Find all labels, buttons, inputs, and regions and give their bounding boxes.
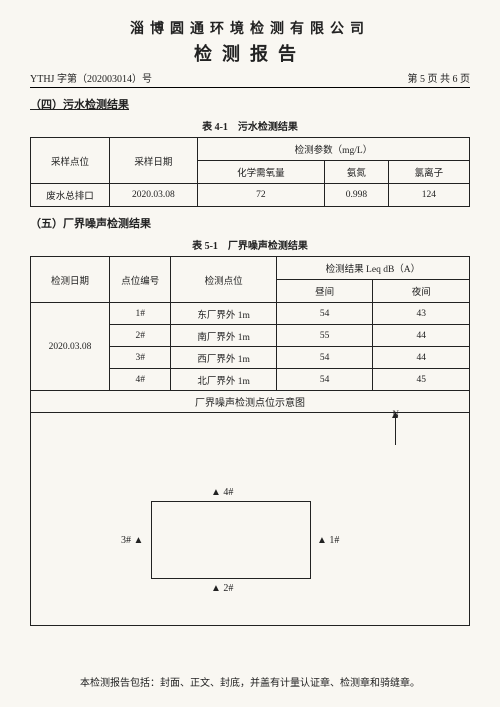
section5-heading: （五）厂界噪声检测结果 [30, 215, 470, 231]
cell-date: 2020.03.08 [31, 303, 110, 391]
cell-v1: 72 [197, 184, 324, 207]
col-date: 检测日期 [31, 257, 110, 303]
marker-3: 3# ▲ [121, 535, 143, 546]
cell-night: 43 [373, 303, 470, 325]
table-row: 2020.03.08 1# 东厂界外 1m 54 43 [31, 303, 470, 325]
table-row: 采样点位 采样日期 检测参数（mg/L） [31, 138, 470, 161]
col-result: 检测结果 Leq dB（A） [276, 257, 469, 280]
col-night: 夜间 [373, 280, 470, 303]
cell-point: 废水总排口 [31, 184, 110, 207]
cell-no: 2# [110, 325, 171, 347]
footer-note: 本检测报告包括：封面、正文、封底，并盖有计量认证章、检测章和骑缝章。 [0, 674, 500, 689]
col-loc: 检测点位 [171, 257, 276, 303]
doc-number: YTHJ 字第（202003014）号 [30, 70, 152, 85]
cell-no: 1# [110, 303, 171, 325]
col-date: 采样日期 [110, 138, 198, 184]
cell-day: 55 [276, 325, 373, 347]
report-title: 检测报告 [30, 40, 470, 66]
cell-no: 4# [110, 369, 171, 391]
page-number: 第 5 页 共 6 页 [408, 70, 471, 85]
cell-date: 2020.03.08 [110, 184, 198, 207]
compass-icon: N [393, 409, 400, 445]
factory-rect [151, 501, 311, 579]
diagram-title: 厂界噪声检测点位示意图 [31, 391, 469, 413]
col-params: 检测参数（mg/L） [197, 138, 469, 161]
marker-4: ▲ 4# [211, 487, 233, 498]
cell-night: 44 [373, 325, 470, 347]
company-name: 淄博圆通环境检测有限公司 [30, 18, 470, 38]
cell-loc: 北厂界外 1m [171, 369, 276, 391]
cell-night: 44 [373, 347, 470, 369]
col-nh3: 氨氮 [324, 161, 388, 184]
col-cod: 化学需氧量 [197, 161, 324, 184]
wastewater-table: 采样点位 采样日期 检测参数（mg/L） 化学需氧量 氨氮 氯离子 废水总排口 … [30, 137, 470, 207]
noise-table: 检测日期 点位编号 检测点位 检测结果 Leq dB（A） 昼间 夜间 2020… [30, 256, 470, 391]
table-row: 废水总排口 2020.03.08 72 0.998 124 [31, 184, 470, 207]
cell-day: 54 [276, 303, 373, 325]
table51-caption: 表 5-1 厂界噪声检测结果 [30, 237, 470, 252]
arrow-icon [395, 417, 396, 445]
col-point: 采样点位 [31, 138, 110, 184]
cell-v2: 0.998 [324, 184, 388, 207]
cell-day: 54 [276, 347, 373, 369]
col-day: 昼间 [276, 280, 373, 303]
col-cl: 氯离子 [388, 161, 469, 184]
cell-loc: 东厂界外 1m [171, 303, 276, 325]
cell-night: 45 [373, 369, 470, 391]
marker-2: ▲ 2# [211, 583, 233, 594]
col-no: 点位编号 [110, 257, 171, 303]
cell-day: 54 [276, 369, 373, 391]
header-row: YTHJ 字第（202003014）号 第 5 页 共 6 页 [30, 70, 470, 88]
cell-v3: 124 [388, 184, 469, 207]
cell-loc: 西厂界外 1m [171, 347, 276, 369]
cell-loc: 南厂界外 1m [171, 325, 276, 347]
marker-1: ▲ 1# [317, 535, 339, 546]
cell-no: 3# [110, 347, 171, 369]
section4-heading: （四）污水检测结果 [30, 96, 470, 112]
diagram-container: 厂界噪声检测点位示意图 N ▲ 4# ▲ 1# ▲ 2# 3# ▲ [30, 391, 470, 626]
table-row: 检测日期 点位编号 检测点位 检测结果 Leq dB（A） [31, 257, 470, 280]
table41-caption: 表 4-1 污水检测结果 [30, 118, 470, 133]
